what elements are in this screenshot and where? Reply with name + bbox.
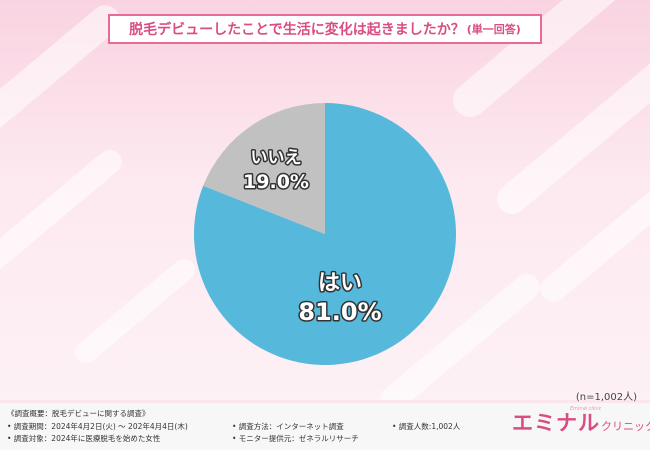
survey-method: • 調査方法：インターネット調査 [232, 422, 344, 431]
brand-logo: エミナルクリニック Eminal clinic [512, 407, 650, 435]
brand-sub: クリニック [601, 420, 650, 433]
brand-tagline: Eminal clinic [570, 406, 602, 412]
survey-period: • 調査期間：2024年4月2日(火) ～ 202年4月4日(木) [7, 422, 188, 431]
slice-value-label: 19.0% [243, 171, 309, 193]
pie-slice-no [203, 103, 325, 234]
survey-overview: 《調査概要：脱毛デビューに関する調査》 [7, 409, 150, 418]
chart-title-main: 脱毛デビューしたことで生活に変化は起きましたか？ [129, 22, 465, 38]
survey-target: • 調査対象：2024年に医療脱毛を始めた女性 [7, 434, 161, 443]
pie-slice-yes [194, 103, 457, 365]
brand-main: エミナル [512, 411, 600, 435]
survey-footer: 《調査概要：脱毛デビューに関する調査》 • 調査期間：2024年4月2日(火) … [0, 403, 650, 450]
chart-title-sub: (単一回答) [466, 23, 521, 36]
chart-title: 脱毛デビューしたことで生活に変化は起きましたか？ (単一回答) [108, 14, 542, 44]
slice-category-label: はい [318, 271, 362, 296]
slice-category-label: いいえ [251, 148, 302, 168]
sample-size-label: (n=1,002人) [575, 392, 637, 403]
survey-count: • 調査人数:1,002人 [392, 422, 461, 431]
slice-value-label: 81.0% [298, 298, 381, 326]
survey-provider: • モニター提供元：ゼネラルリサーチ [232, 434, 359, 443]
